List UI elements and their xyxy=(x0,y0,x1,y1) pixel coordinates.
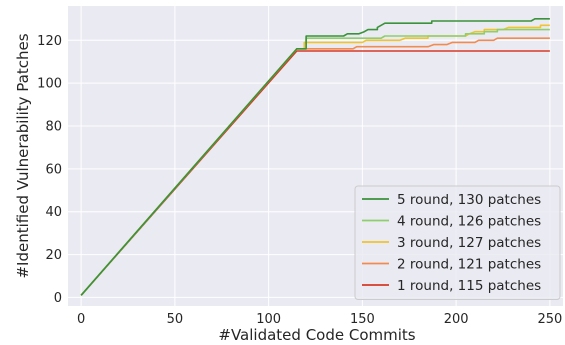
x-axis-label: #Validated Code Commits xyxy=(218,326,415,344)
y-tick-label: 100 xyxy=(37,77,62,92)
legend-label: 5 round, 130 patches xyxy=(397,192,541,208)
x-tick-label: 250 xyxy=(537,312,562,327)
y-tick-label: 120 xyxy=(37,34,62,49)
series-line xyxy=(80,37,550,296)
y-tick-label: 60 xyxy=(45,162,62,177)
y-tick-label: 40 xyxy=(45,205,62,220)
y-tick-label: 80 xyxy=(45,120,62,135)
legend-label: 1 round, 115 patches xyxy=(397,278,541,294)
y-axis-label: #Identified Vulnerability Patches xyxy=(14,33,32,278)
legend-box xyxy=(354,185,561,300)
y-tick-label: 0 xyxy=(54,291,62,306)
tick-labels: 0 50 100 150 200 250 0 20 40 60 80 100 120 xyxy=(37,34,562,327)
x-tick-label: 100 xyxy=(256,312,281,327)
x-tick-label: 50 xyxy=(167,312,184,327)
legend-label: 3 round, 127 patches xyxy=(397,235,541,251)
x-tick-label: 150 xyxy=(350,312,375,327)
legend-label: 4 round, 126 patches xyxy=(397,214,541,230)
legend: 5 round, 130 patches 4 round, 126 patches… xyxy=(354,185,561,300)
series-layer xyxy=(80,18,550,296)
x-tick-label: 0 xyxy=(77,312,85,327)
y-tick-label: 20 xyxy=(45,248,62,263)
legend-label: 2 round, 121 patches xyxy=(397,257,541,273)
x-tick-label: 200 xyxy=(444,312,469,327)
series-line xyxy=(80,18,550,296)
